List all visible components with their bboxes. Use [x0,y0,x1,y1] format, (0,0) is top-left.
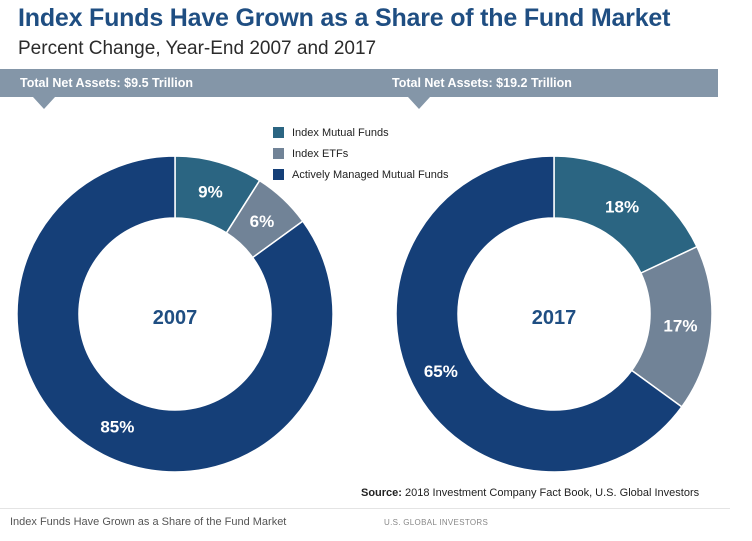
image-caption: Index Funds Have Grown as a Share of the… [10,516,287,528]
slice-percent-label: 6% [250,212,275,231]
legend-item-index-etfs: Index ETFs [273,143,449,164]
legend-swatch [273,148,284,159]
slice-percent-label: 85% [100,418,134,437]
chart-subtitle: Percent Change, Year-End 2007 and 2017 [18,38,377,59]
slice-percent-label: 65% [424,362,458,381]
donut-slice-actively-managed-mutual-funds [16,155,334,473]
donut-center-year: 2017 [532,307,577,329]
legend: Index Mutual Funds Index ETFs Actively M… [273,122,449,185]
slice-percent-label: 9% [198,183,223,202]
legend-label: Index ETFs [292,147,349,160]
legend-swatch [273,127,284,138]
legend-swatch [273,169,284,180]
infographic-panel: Index Funds Have Grown as a Share of the… [0,4,730,509]
total-assets-banner: Total Net Assets: $9.5 Trillion Total Ne… [0,69,718,97]
legend-item-index-mutual-funds: Index Mutual Funds [273,122,449,143]
slice-percent-label: 18% [605,197,639,216]
banner-label-2007: Total Net Assets: $9.5 Trillion [20,76,193,90]
source-label: Source: [361,487,402,499]
chart-title: Index Funds Have Grown as a Share of the… [18,4,671,32]
source-text: 2018 Investment Company Fact Book, U.S. … [405,487,700,499]
image-credit: U.S. GLOBAL INVESTORS [384,518,489,527]
banner-pointer-2007 [33,97,55,109]
source-note: Source: 2018 Investment Company Fact Boo… [361,487,699,499]
banner-label-2017: Total Net Assets: $19.2 Trillion [392,76,572,90]
donut-center-year: 2007 [153,307,198,329]
slice-percent-label: 17% [663,316,697,335]
legend-label: Index Mutual Funds [292,126,389,139]
donut-charts: 9% 6% 85% 2007 18% 17% 65% 2017 [16,155,713,473]
legend-item-actively-managed: Actively Managed Mutual Funds [273,164,449,185]
legend-label: Actively Managed Mutual Funds [292,168,449,181]
banner-pointer-2017 [408,97,430,109]
donut-slice-actively-managed-mutual-funds [395,155,683,473]
